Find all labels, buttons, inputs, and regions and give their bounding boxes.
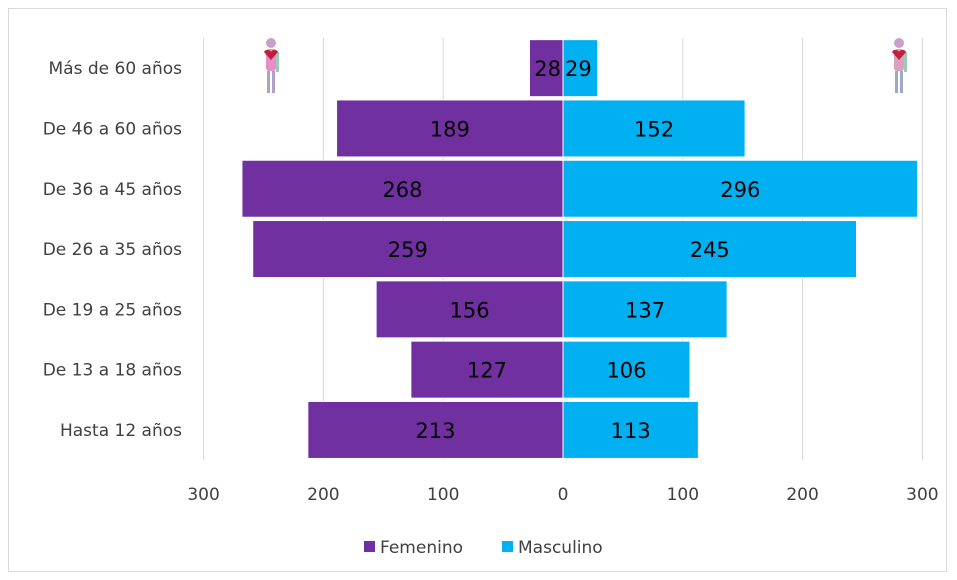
legend-label-masculino: Masculino <box>518 538 603 558</box>
category-label: Más de 60 años <box>49 59 183 79</box>
female-figure-icon <box>264 38 279 93</box>
x-tick-label: 300 <box>187 485 219 505</box>
category-label: De 36 a 45 años <box>43 180 182 200</box>
legend: Femenino Masculino <box>364 538 603 558</box>
value-label-masculino: 29 <box>565 57 592 81</box>
category-label: De 19 a 25 años <box>43 300 182 320</box>
legend-label-femenino: Femenino <box>380 538 463 558</box>
value-label-masculino: 137 <box>625 298 665 322</box>
x-tick-label: 100 <box>667 485 699 505</box>
bar-femenino <box>252 220 564 279</box>
value-label-femenino: 28 <box>534 57 561 81</box>
bar-masculino <box>562 400 699 459</box>
bar-masculino <box>562 99 746 158</box>
value-label-femenino: 259 <box>388 238 428 262</box>
male-figure-icon <box>892 38 907 93</box>
bar-femenino <box>336 99 564 158</box>
bars: 28 29 189 152 268 296 259 245 156 137 127 106 213 113 <box>241 39 919 459</box>
bar-masculino <box>562 159 919 218</box>
x-tick-label: 200 <box>786 485 818 505</box>
bar-masculino <box>562 39 599 98</box>
category-label: De 13 a 18 años <box>43 361 182 381</box>
bar-masculino <box>562 340 691 399</box>
bar-masculino <box>562 280 728 339</box>
bar-masculino <box>562 220 858 279</box>
x-tick-label: 200 <box>307 485 339 505</box>
x-tick-label: 100 <box>427 485 459 505</box>
value-label-masculino: 296 <box>720 178 760 202</box>
value-label-masculino: 113 <box>611 419 651 443</box>
chart-frame <box>8 8 947 572</box>
value-label-femenino: 268 <box>382 178 422 202</box>
value-label-masculino: 106 <box>606 359 646 383</box>
value-label-masculino: 152 <box>634 117 674 141</box>
value-label-femenino: 127 <box>467 359 507 383</box>
bar-femenino <box>241 159 564 218</box>
bar-femenino <box>375 280 564 339</box>
category-label: De 46 a 60 años <box>43 119 182 139</box>
value-label-masculino: 245 <box>690 238 730 262</box>
category-labels: Más de 60 años De 46 a 60 años De 36 a 45 … <box>43 59 182 441</box>
bar-femenino <box>307 400 564 459</box>
value-label-femenino: 213 <box>415 419 455 443</box>
value-label-femenino: 189 <box>430 117 470 141</box>
bar-femenino <box>410 340 564 399</box>
x-tick-label: 300 <box>906 485 938 505</box>
category-label: De 26 a 35 años <box>43 240 182 260</box>
x-axis-tick-labels: 300 200 100 0 100 200 300 <box>187 485 938 505</box>
bar-femenino <box>528 39 564 98</box>
category-label: Hasta 12 años <box>60 421 182 441</box>
value-label-femenino: 156 <box>450 298 490 322</box>
x-tick-label: 0 <box>558 485 569 505</box>
legend-swatch-femenino <box>364 541 375 552</box>
legend-swatch-masculino <box>502 541 513 552</box>
